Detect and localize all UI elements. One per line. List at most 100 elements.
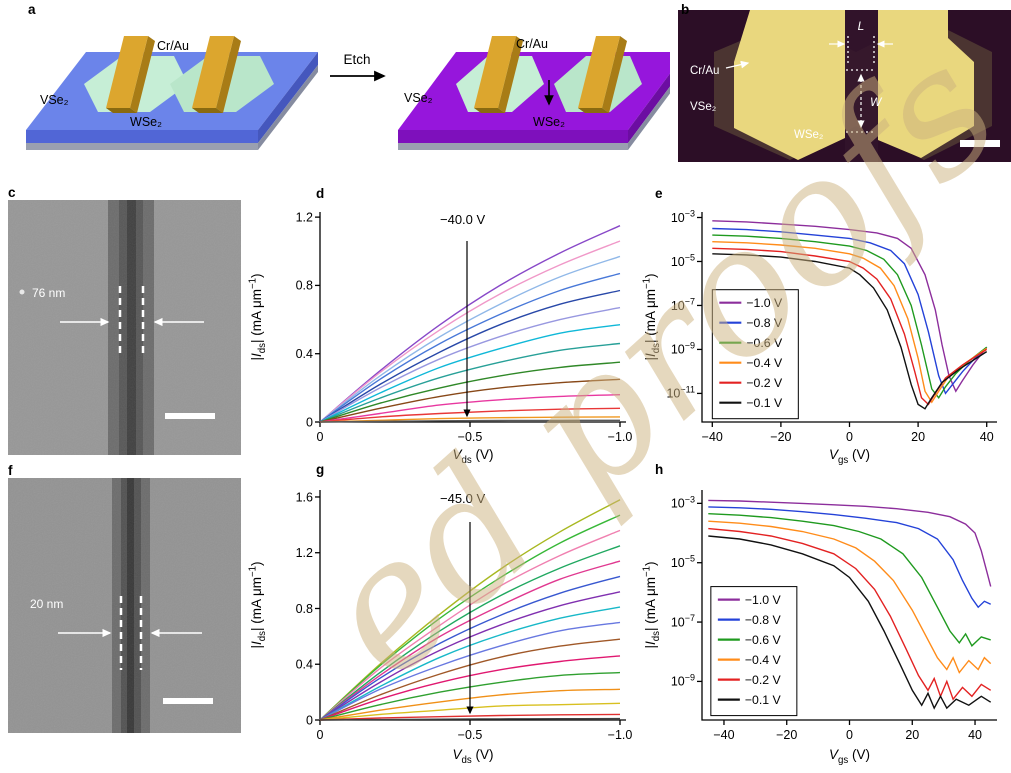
legend-label: −0.4 V xyxy=(745,653,782,667)
y-tick-label: 10−3 xyxy=(671,208,695,224)
x-tick-label: −0.5 xyxy=(458,430,483,444)
y-tick-label: 0.8 xyxy=(296,279,313,293)
y-tick-label: 10−7 xyxy=(671,296,695,312)
series-line xyxy=(319,240,621,423)
legend-label: −0.8 V xyxy=(745,613,782,627)
series-line xyxy=(319,499,621,721)
series-line xyxy=(319,419,621,423)
scale-bar xyxy=(163,698,213,704)
gold-contact-top xyxy=(578,36,620,108)
x-tick-label: 0 xyxy=(846,430,853,444)
x-axis-label: Vds (V) xyxy=(453,747,494,766)
wse2-slab-side xyxy=(628,73,670,143)
x-tick-label: 0 xyxy=(317,430,324,444)
series-line xyxy=(708,513,991,647)
series-line xyxy=(712,227,988,395)
series-line xyxy=(712,241,988,404)
series-line xyxy=(319,378,621,423)
axes xyxy=(697,212,997,427)
wse2-label: WSe₂ xyxy=(794,129,823,141)
series-line xyxy=(319,342,621,423)
x-tick-label: −1.0 xyxy=(608,728,633,742)
series-line xyxy=(319,394,621,423)
y-tick-label: 10−9 xyxy=(671,340,695,356)
gold-contact-front xyxy=(578,108,609,113)
crau-pointer-arrow xyxy=(725,60,750,69)
electrode-left xyxy=(734,10,845,160)
y-tick-label: 0.8 xyxy=(296,602,313,616)
panel-label-g: g xyxy=(316,462,325,477)
panel-label-c: c xyxy=(8,185,16,200)
x-tick-label: −0.5 xyxy=(458,728,483,742)
channel-length-label: L xyxy=(858,19,865,33)
y-axis-label: |Ids| (mA μm−1) xyxy=(248,561,268,648)
series-line xyxy=(319,289,621,423)
substrate-edge xyxy=(398,143,628,150)
wse2-slab-front xyxy=(398,130,628,143)
x-tick-label: 20 xyxy=(905,728,919,742)
y-tick-label: 10−11 xyxy=(666,384,695,400)
gate-voltage-annotation: −45.0 V xyxy=(440,491,486,506)
x-tick-label: 0 xyxy=(846,728,853,742)
optical-image-panel-b: Cr/Au VSe₂ WSe₂ L W xyxy=(678,10,1011,162)
y-axis-label: |Ids| (mA μm−1) xyxy=(248,273,268,360)
schematic-before-etch: Cr/Au VSe₂ WSe₂ xyxy=(26,36,318,150)
x-tick-label: 0 xyxy=(317,728,324,742)
panel-label-f: f xyxy=(8,463,13,478)
schematic-after-etch: Cr/Au VSe₂ WSe₂ xyxy=(398,36,670,150)
y-tick-label: 0.4 xyxy=(296,658,313,672)
series-line xyxy=(319,575,621,721)
gold-contact-front xyxy=(192,108,223,113)
y-tick-label: 10−7 xyxy=(671,613,695,629)
y-tick-label: 1.6 xyxy=(296,490,313,504)
series-line xyxy=(708,520,992,674)
legend-label: −1.0 V xyxy=(746,296,783,310)
series-line xyxy=(708,506,992,609)
series-line xyxy=(708,527,992,701)
x-tick-label: 40 xyxy=(980,430,994,444)
gate-voltage-annotation: −40.0 V xyxy=(440,212,486,227)
x-tick-label: −20 xyxy=(776,728,797,742)
gold-contact-top xyxy=(106,36,148,108)
x-tick-label: 40 xyxy=(968,728,982,742)
electrode-right xyxy=(878,10,974,158)
substrate-edge xyxy=(26,143,258,150)
chart-transfer-curves-20nm: −40 −20 0 20 40 10−3 10−5 10−7 10−9 Vgs (V) |Ids| … xyxy=(642,490,997,766)
series-line xyxy=(319,416,621,423)
panel-label-a: a xyxy=(28,2,36,17)
chart-transfer-curves-76nm: −40 −20 0 20 40 10−3 10−5 10−7 10−9 10−11 Vgs (V) |… xyxy=(642,208,997,466)
series-line xyxy=(319,306,621,423)
gold-contact-top xyxy=(192,36,234,108)
sem-image-panel-c: 76 nm xyxy=(8,200,241,455)
panel-label-e: e xyxy=(655,186,663,201)
series-line xyxy=(319,324,621,423)
schematic-panel-a: Cr/Au VSe₂ WSe₂ Etch Cr/Au VSe₂ WSe₂ xyxy=(26,36,670,150)
axes xyxy=(697,490,997,725)
series-line xyxy=(319,606,621,721)
gold-contact-side xyxy=(130,36,155,113)
etch-label: Etch xyxy=(343,52,370,67)
series-line xyxy=(712,253,988,410)
series-line xyxy=(319,361,621,423)
y-tick-label: 10−3 xyxy=(671,494,695,510)
vse2-label: VSe₂ xyxy=(404,91,433,105)
series-line xyxy=(319,591,621,721)
crau-label: Cr/Au xyxy=(690,65,719,77)
y-tick-label: 10−9 xyxy=(671,672,695,688)
legend-label: −0.1 V xyxy=(746,396,783,410)
substrate-edge-side xyxy=(628,86,670,150)
x-tick-label: −40 xyxy=(713,728,734,742)
sem-image-panel-f: 20 nm xyxy=(8,478,241,733)
gold-contact-side xyxy=(498,36,523,113)
gold-contact-side xyxy=(602,36,627,113)
series-line xyxy=(319,255,621,423)
wse2-slab-side xyxy=(258,52,318,143)
x-axis-label: Vgs (V) xyxy=(829,447,870,466)
wse2-slab-front xyxy=(26,130,258,143)
vse2-label: VSe₂ xyxy=(690,101,716,113)
y-tick-label: 1.2 xyxy=(296,546,313,560)
legend-label: −0.8 V xyxy=(746,316,783,330)
series-line xyxy=(712,220,988,393)
y-axis-label: |Ids| (mA μm−1) xyxy=(642,561,662,648)
